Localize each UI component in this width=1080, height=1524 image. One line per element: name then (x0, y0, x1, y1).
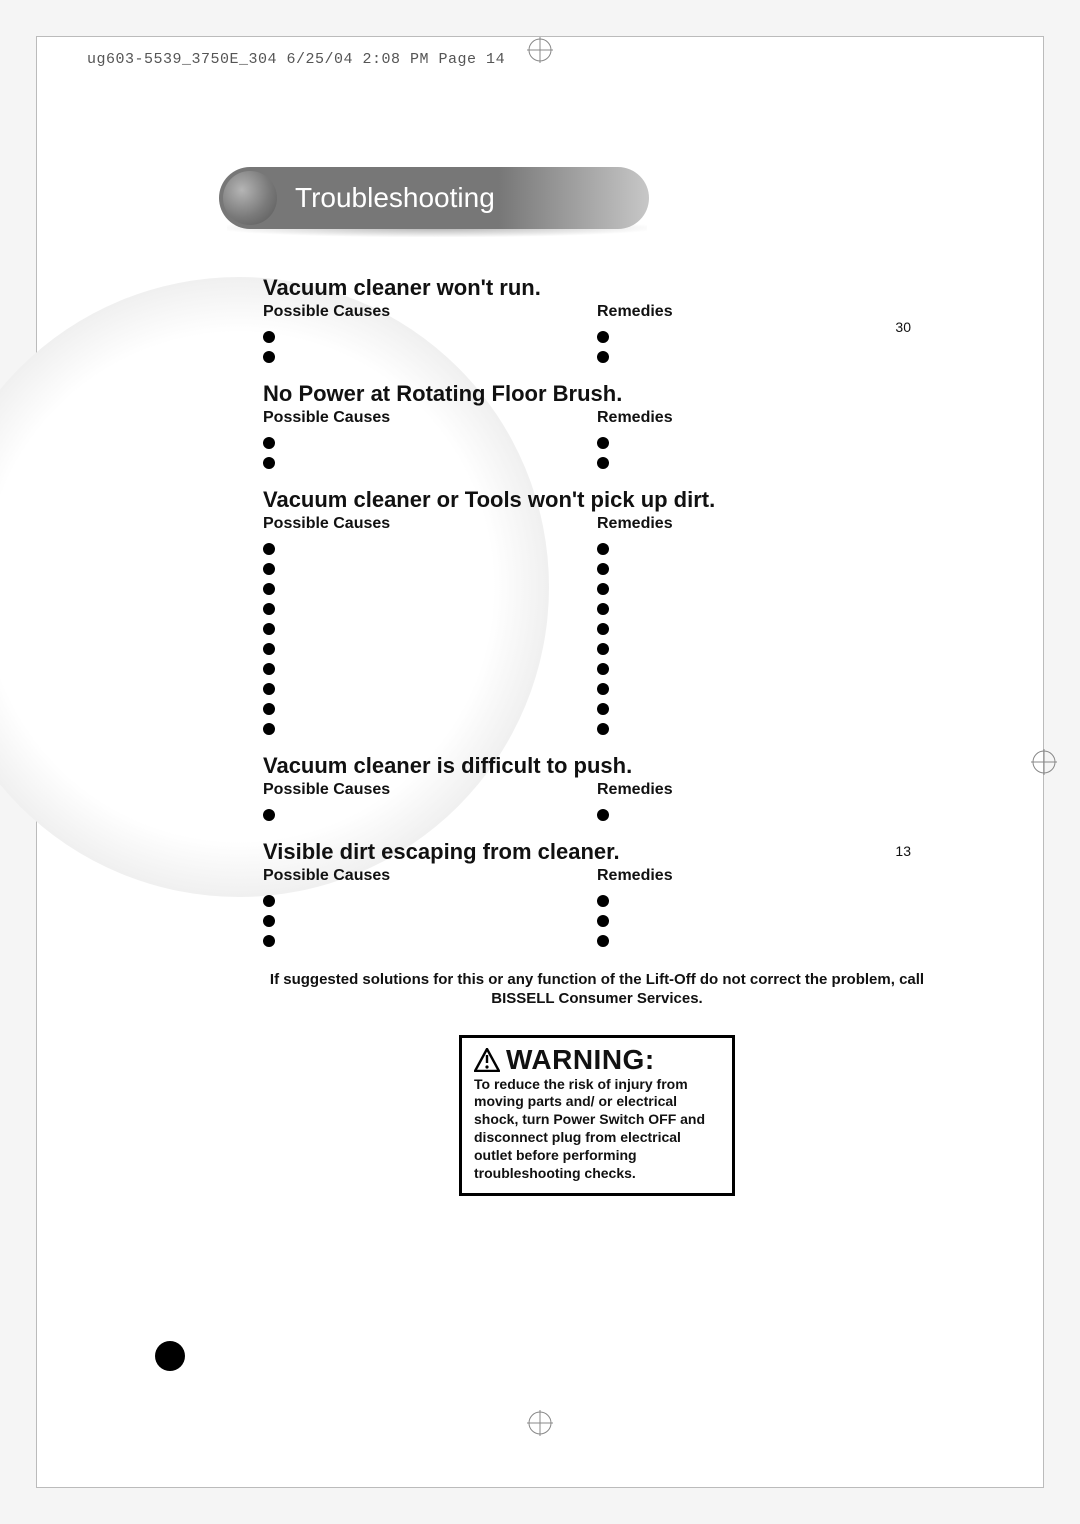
footnote: If suggested solutions for this or any f… (263, 971, 931, 1009)
list-item (263, 599, 593, 619)
list-item (263, 931, 593, 951)
page-title: Troubleshooting (295, 182, 495, 214)
list-item (263, 659, 593, 679)
troubleshoot-section: No Power at Rotating Floor Brush. Possibl… (263, 381, 931, 473)
list-item (263, 639, 593, 659)
remedies-list (597, 327, 931, 367)
list-item (263, 679, 593, 699)
remedies-header: Remedies (597, 409, 931, 427)
list-item (597, 453, 931, 473)
list-item (597, 619, 931, 639)
crop-mark-right-icon (1031, 749, 1057, 775)
causes-list (263, 891, 593, 951)
list-item (263, 719, 593, 739)
remedies-header: Remedies (597, 867, 931, 885)
causes-header: Possible Causes (263, 303, 593, 321)
list-item (597, 579, 931, 599)
troubleshoot-section: Vacuum cleaner is difficult to push. Poss… (263, 753, 931, 825)
section-title: Visible dirt escaping from cleaner. (263, 839, 931, 865)
causes-list (263, 327, 593, 367)
section-title: No Power at Rotating Floor Brush. (263, 381, 931, 407)
list-item (597, 911, 931, 931)
warning-box: WARNING: To reduce the risk of injury fr… (459, 1035, 735, 1196)
list-item (263, 891, 593, 911)
section-title: Vacuum cleaner or Tools won't pick up di… (263, 487, 931, 513)
causes-header: Possible Causes (263, 781, 593, 799)
list-item (263, 433, 593, 453)
list-item (597, 679, 931, 699)
warning-triangle-icon (474, 1048, 500, 1072)
list-item (263, 539, 593, 559)
corner-dot-icon (155, 1341, 185, 1371)
list-item (597, 931, 931, 951)
troubleshoot-section: Vacuum cleaner or Tools won't pick up di… (263, 487, 931, 739)
list-item (263, 453, 593, 473)
causes-list (263, 805, 593, 825)
remedies-header: Remedies (597, 781, 931, 799)
warning-body: To reduce the risk of injury from moving… (474, 1076, 720, 1183)
list-item (597, 327, 931, 347)
troubleshooting-sections: 30 13 Vacuum cleaner won't run.Possible … (263, 275, 931, 1196)
list-item (597, 719, 931, 739)
section-title: Vacuum cleaner won't run. (263, 275, 931, 301)
page-ref-2: 13 (895, 843, 911, 859)
list-item (597, 699, 931, 719)
crop-mark-top-icon (527, 37, 553, 63)
remedies-list (597, 539, 931, 739)
list-item (597, 659, 931, 679)
list-item (263, 619, 593, 639)
list-item (263, 911, 593, 931)
list-item (597, 539, 931, 559)
warning-title: WARNING: (506, 1044, 655, 1076)
remedies-list (597, 891, 931, 951)
list-item (597, 559, 931, 579)
remedies-list (597, 805, 931, 825)
list-item (263, 559, 593, 579)
page-header: Troubleshooting (219, 167, 649, 229)
troubleshoot-section: Visible dirt escaping from cleaner. Possi… (263, 839, 931, 951)
list-item (263, 699, 593, 719)
causes-header: Possible Causes (263, 515, 593, 533)
causes-header: Possible Causes (263, 867, 593, 885)
causes-list (263, 433, 593, 473)
list-item (597, 347, 931, 367)
list-item (263, 347, 593, 367)
crop-mark-left-icon (23, 749, 49, 775)
header-sphere-icon (223, 171, 277, 225)
causes-list (263, 539, 593, 739)
remedies-list (597, 433, 931, 473)
list-item (597, 599, 931, 619)
list-item (597, 805, 931, 825)
list-item (597, 891, 931, 911)
list-item (597, 433, 931, 453)
list-item (263, 327, 593, 347)
remedies-header: Remedies (597, 515, 931, 533)
causes-header: Possible Causes (263, 409, 593, 427)
section-title: Vacuum cleaner is difficult to push. (263, 753, 931, 779)
list-item (263, 579, 593, 599)
print-slug: ug603-5539_3750E_304 6/25/04 2:08 PM Pag… (87, 51, 505, 68)
troubleshoot-section: Vacuum cleaner won't run. Possible Causes… (263, 275, 931, 367)
list-item (597, 639, 931, 659)
remedies-header: Remedies (597, 303, 931, 321)
list-item (263, 805, 593, 825)
